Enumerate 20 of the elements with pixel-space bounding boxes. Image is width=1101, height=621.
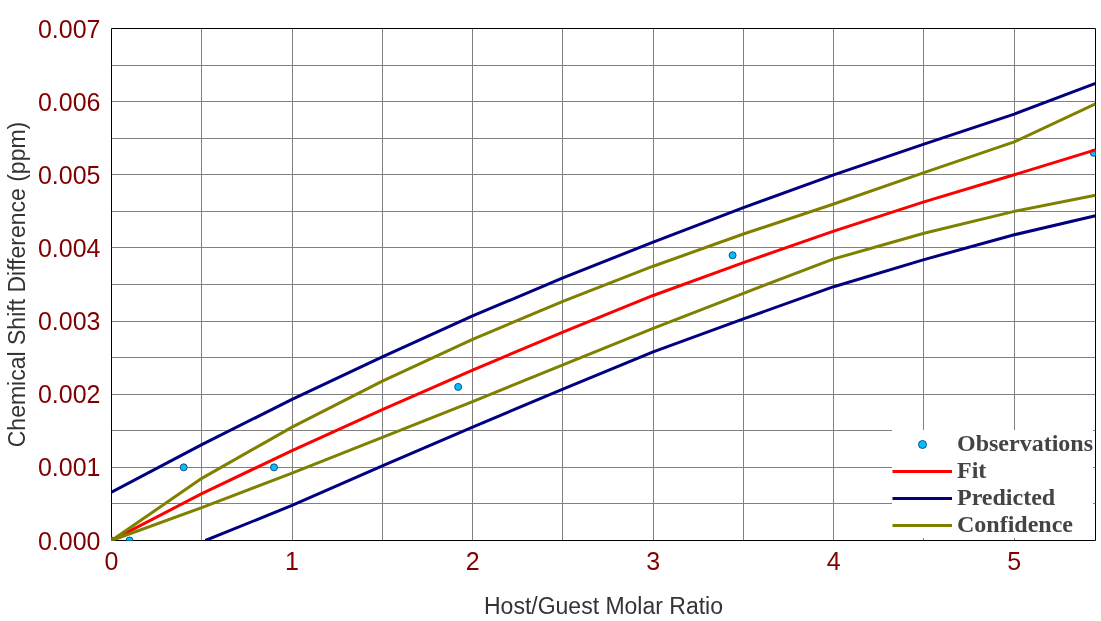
x-tick-label: 4: [826, 546, 841, 575]
y-tick-label: 0.000: [37, 526, 101, 555]
y-tick-label: 0.007: [37, 14, 101, 43]
legend-label: Fit: [956, 457, 987, 484]
x-tick-label: 1: [285, 546, 299, 575]
y-tick-label: 0.002: [37, 380, 101, 409]
y-tick-label: 0.003: [37, 307, 101, 336]
x-tick-label: 2: [465, 546, 480, 575]
x-tick-label: 5: [1007, 546, 1022, 575]
legend-label: Confidence: [956, 511, 1073, 538]
y-tick-label: 0.006: [37, 87, 101, 116]
x-axis-title: Host/Guest Molar Ratio: [483, 592, 724, 619]
legend-label: Predicted: [956, 484, 1056, 511]
y-axis-title: Chemical Shift Difference (ppm): [3, 121, 30, 448]
x-tick-label: 0: [104, 546, 119, 575]
y-tick-label: 0.004: [37, 233, 101, 262]
x-tick-label: 3: [646, 546, 661, 575]
legend-label: Observations: [956, 430, 1093, 457]
y-tick-label: 0.005: [37, 160, 101, 189]
y-tick-label: 0.001: [37, 453, 101, 482]
